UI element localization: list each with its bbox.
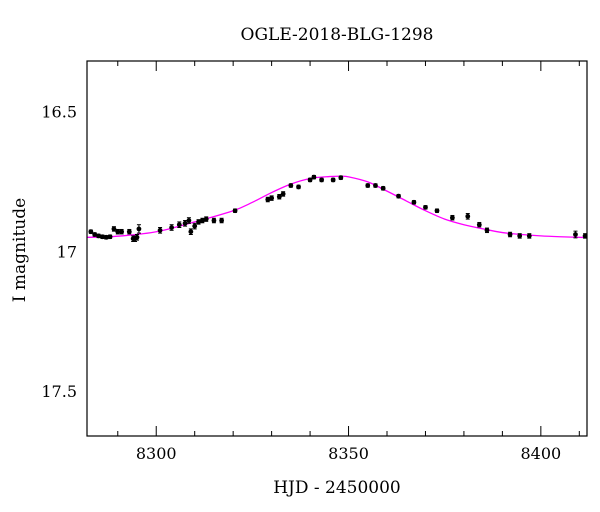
tick-labels: 8300 8350 8400 16.5 17 17.5 <box>41 102 561 463</box>
data-point <box>484 227 490 233</box>
data-point <box>396 193 401 199</box>
data-point <box>465 213 471 219</box>
data-point <box>176 222 182 228</box>
data-point <box>182 220 188 226</box>
data-point <box>582 233 587 239</box>
x-tick-label: 8300 <box>136 444 177 463</box>
data-point <box>280 191 286 197</box>
data-point <box>573 232 578 237</box>
y-axis-label: I magnitude <box>10 198 30 302</box>
data-point <box>507 232 513 237</box>
data-point <box>99 234 105 240</box>
data-point <box>380 185 386 191</box>
data-point <box>92 232 98 237</box>
data-point <box>119 229 125 235</box>
axis-ticks <box>117 61 580 436</box>
x-axis-label: HJD - 2450000 <box>273 478 401 498</box>
x-tick-label: 8400 <box>520 444 561 463</box>
y-tick-label: 17.5 <box>41 382 77 401</box>
data-point <box>526 233 532 239</box>
data-point <box>269 195 275 201</box>
data-point <box>373 183 378 188</box>
data-point <box>311 174 317 180</box>
data-point <box>88 229 94 235</box>
data-point <box>96 233 101 239</box>
data-point <box>276 194 282 200</box>
data-point <box>307 177 313 183</box>
data-point <box>136 226 142 232</box>
data-point <box>288 183 294 188</box>
data-point <box>203 216 209 222</box>
plot-frame <box>86 60 588 437</box>
data-point <box>517 233 523 239</box>
y-tick-label: 17 <box>57 242 77 261</box>
data-point <box>111 226 117 232</box>
plot-area <box>87 174 587 243</box>
data-point <box>330 177 336 183</box>
data-point <box>265 197 271 202</box>
data-point <box>423 204 428 210</box>
data-point <box>196 219 201 225</box>
data-point <box>476 222 482 228</box>
data-point <box>134 234 140 240</box>
x-tick-label: 8350 <box>328 444 369 463</box>
data-point <box>126 229 132 235</box>
data-point <box>434 208 440 214</box>
data-point <box>115 229 121 235</box>
data-point <box>107 234 113 240</box>
data-point <box>188 229 194 235</box>
data-point <box>157 227 163 233</box>
data-point <box>211 218 217 223</box>
data-point <box>169 225 175 230</box>
model-curve <box>87 175 587 239</box>
data-point <box>365 183 371 188</box>
data-point <box>338 175 344 181</box>
data-point <box>232 208 238 214</box>
data-point <box>219 218 225 223</box>
data-point <box>103 234 109 240</box>
plot-clipped-group <box>87 174 587 243</box>
data-point <box>411 199 417 205</box>
data-point <box>199 218 205 223</box>
data-point <box>319 177 325 183</box>
data-point <box>449 215 455 221</box>
y-tick-label: 16.5 <box>41 102 77 121</box>
data-point <box>186 218 192 223</box>
data-point <box>296 184 301 190</box>
chart-title: OGLE-2018-BLG-1298 <box>241 25 434 45</box>
data-point <box>192 223 198 229</box>
